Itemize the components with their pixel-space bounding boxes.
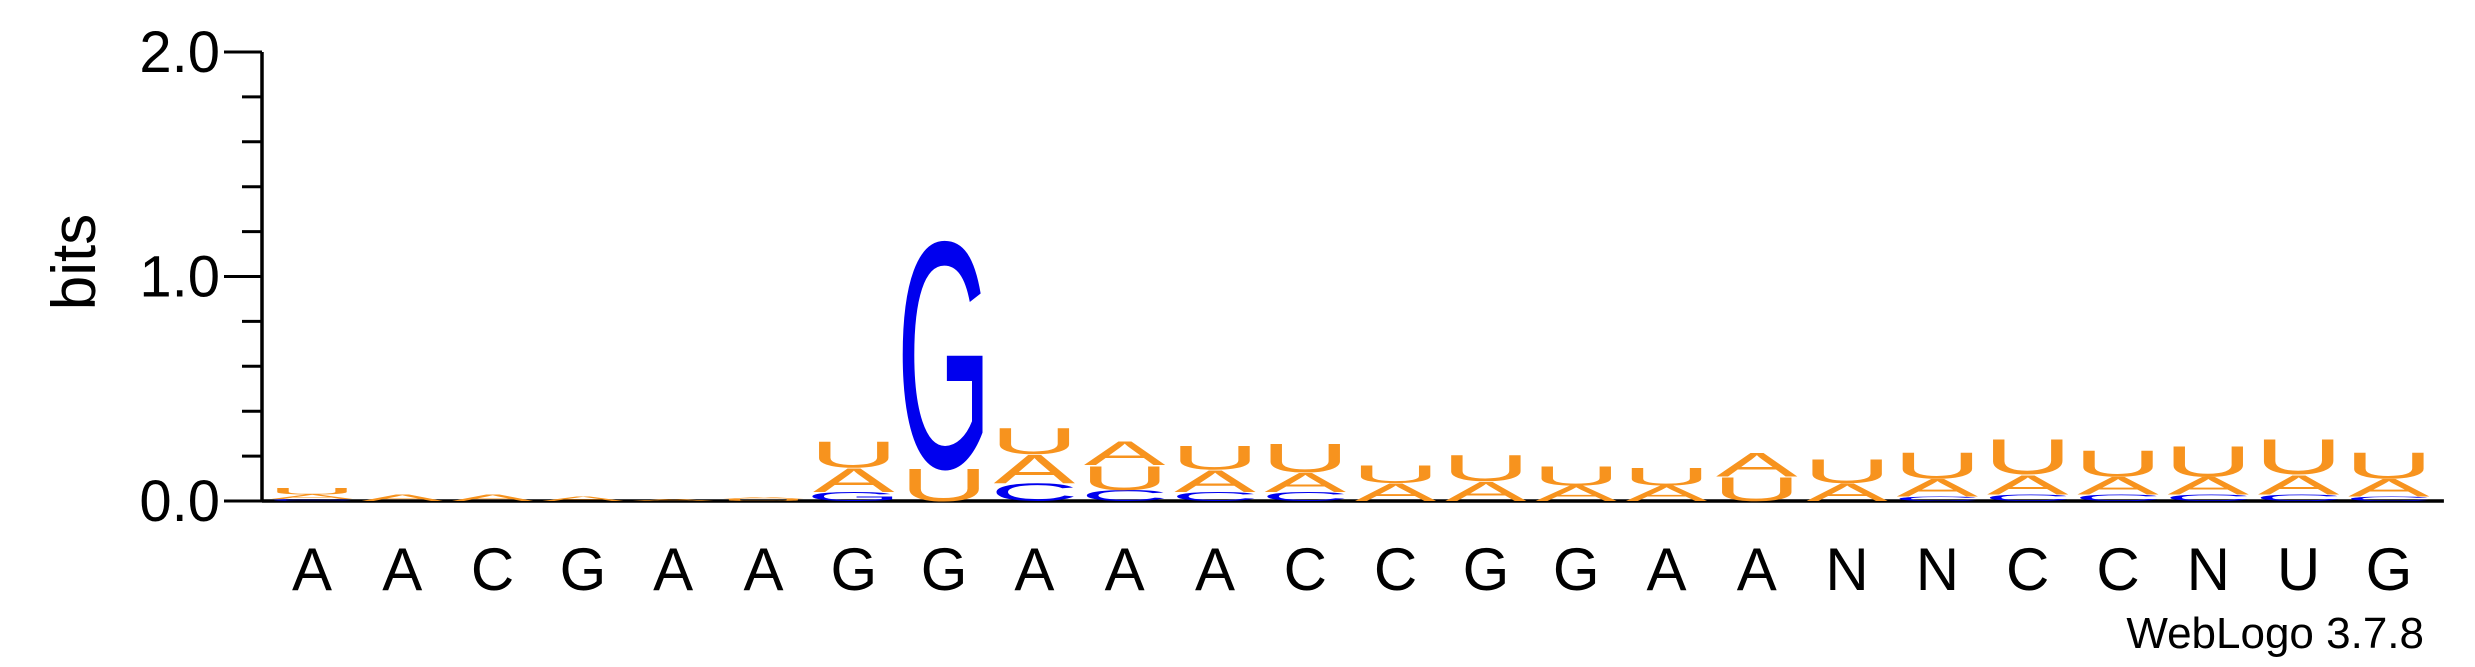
position-label: A [382,536,422,603]
position-label: A [1737,536,1777,603]
logo-letter-C-pos24: C [2345,495,2433,502]
y-tick-label: 0.0 [139,469,220,534]
position-label: A [1105,536,1145,603]
logo-letter-A-pos2: A [362,493,444,503]
logo-letter-A-pos20: A [1987,469,2069,500]
logo-letter-C-pos21: C [2074,493,2162,503]
logo-letter-A-pos1: A [271,493,353,500]
position-label: A [1195,536,1235,603]
position-label: A [1014,536,1054,603]
logo-letter-A-pos7: A [813,461,895,499]
logo-letter-A-pos11: A [1174,464,1256,499]
y-tick-label: 1.0 [139,245,220,310]
logo-letter-U-pos16: U [1622,463,1710,491]
logo-letter-A-pos5: A [632,498,714,501]
position-label: N [1825,536,1868,603]
logo-letter-C-pos1: C [268,498,356,501]
logo-letter-A-pos4: A [542,495,624,502]
logo-letter-U-pos18: U [1803,452,1891,490]
logo-letter-A-pos17: A [1716,446,1798,484]
logo-letter-C-pos19: C [1893,495,1981,502]
logo-letter-U-pos20: U [1984,429,2072,485]
logo-letter-U-pos12: U [1261,436,1349,481]
position-label: A [743,536,783,603]
position-label: N [2187,536,2230,603]
logo-letter-U-pos24: U [2345,445,2433,487]
logo-letter-C-pos20: C [1984,493,2072,503]
position-label: G [830,536,877,603]
position-label: G [560,536,607,603]
position-label: A [653,536,693,603]
position-label: C [2096,536,2139,603]
logo-letter-U-pos14: U [1442,447,1530,489]
position-label: C [1284,536,1327,603]
y-axis [260,52,2444,503]
logo-letter-U-pos7: U [810,434,898,476]
position-label: U [2277,536,2320,603]
logo-letter-A-pos18: A [1806,478,1888,506]
logo-letter-A-pos16: A [1626,481,1708,505]
logo-letter-U-pos21: U [2074,443,2162,485]
position-label: G [1463,536,1510,603]
logo-letter-A-pos22: A [2168,472,2250,500]
logo-letter-A-pos23: A [2258,469,2340,500]
logo-letter-U-pos11: U [1171,439,1259,477]
logo-letter-G-pos8: G [897,174,992,537]
logo-letter-A-pos24: A [2348,474,2430,502]
position-label: N [1916,536,1959,603]
logo-letter-U-pos17: U [1713,470,1801,508]
logo-letter-A-pos3: A [452,493,534,503]
position-label: C [471,536,514,603]
logo-letter-C-pos23: C [2254,493,2342,503]
logo-letter-A-pos9: A [994,447,1076,492]
weblogo-credit: WebLogo 3.7.8 [2126,609,2424,658]
position-label: A [1646,536,1686,603]
logo-letter-C-pos10: C [1081,487,1169,504]
logo-letter-A-pos13: A [1355,478,1437,506]
logo-letter-U-pos15: U [1532,460,1620,491]
logo-letter-A-pos19: A [1897,474,1979,502]
logo-letter-A-pos15: A [1535,481,1617,505]
y-tick-label: 2.0 [139,20,220,85]
position-label: C [1374,536,1417,603]
position-label: G [1553,536,1600,603]
logo-letter-U-pos22: U [2164,437,2252,486]
logo-letter-C-pos9: C [990,478,1078,506]
logo-letter-A-pos10: A [1084,435,1166,473]
logo-letter-U-pos1: U [268,486,356,496]
logo-letter-U-pos13: U [1351,460,1439,488]
logo-letter-C-pos11: C [1171,490,1259,504]
y-axis-label: bits [40,214,109,310]
logo-letter-A-pos21: A [2077,472,2159,500]
y-axis-ticks: 0.0 1.0 2.0 [139,20,262,534]
logo-letter-G-pos7: G [806,490,901,504]
logo-letter-U-pos10: U [1081,459,1169,497]
position-label: G [921,536,968,603]
logo-letter-C-pos12: C [1261,490,1349,504]
logo-letter-U-pos23: U [2254,429,2342,485]
logo-letter-A-pos14: A [1445,476,1527,507]
logo-letter-U-pos19: U [1893,445,1981,487]
position-label: G [2366,536,2413,603]
position-label: C [2006,536,2049,603]
logo-letter-U-pos6: U [719,498,807,501]
logo-letter-C-pos22: C [2164,493,2252,503]
logo-letter-A-pos12: A [1265,467,1347,498]
logo-letter-U-pos9: U [990,420,1078,462]
position-label: A [292,536,332,603]
logo-letter-A-pos6: A [723,496,805,499]
logo-letter-U-pos8: U [900,459,988,512]
